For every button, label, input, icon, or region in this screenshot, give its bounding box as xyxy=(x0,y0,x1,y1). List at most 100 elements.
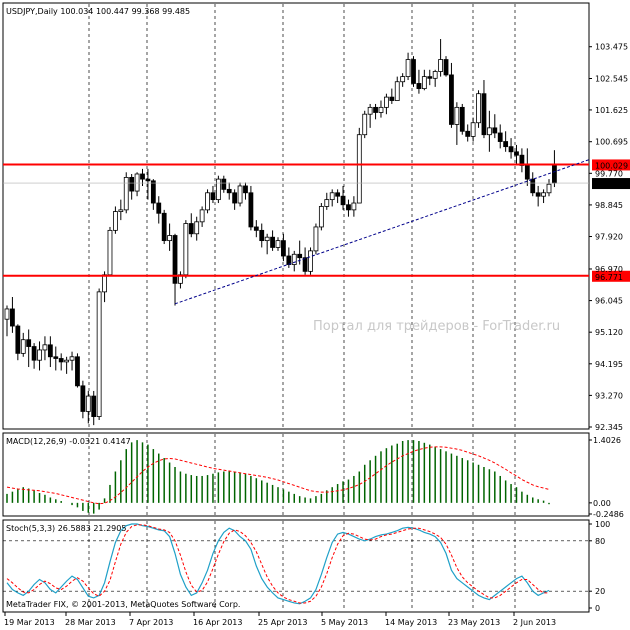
trendline-segment xyxy=(174,159,590,305)
candle-body-down xyxy=(465,130,471,137)
stoch-title: Stoch(5,3,3) 26.5883 21.2905 xyxy=(6,524,126,533)
candle-body-down xyxy=(243,185,248,194)
stoch-axis-label: 80 xyxy=(595,537,605,546)
time-axis-label: 16 Apr 2013 xyxy=(193,618,242,627)
price-axis-label: 96.970 xyxy=(595,265,623,274)
price-panel-frame xyxy=(2,2,590,430)
time-axis-label: 7 Apr 2013 xyxy=(129,618,173,627)
candle-body-up xyxy=(96,291,102,417)
price-axis: 103.475 102.545 101.625 100.695 99.770 98.845… xyxy=(589,43,628,432)
candle-body-down xyxy=(53,356,59,359)
candle-body-down xyxy=(459,106,465,132)
candle-body-down xyxy=(373,106,378,113)
candlestick-series xyxy=(4,39,557,426)
candle-body-down xyxy=(297,253,303,259)
horizontal-price-lines[interactable]: 100.029 96.771 99.485 xyxy=(3,159,630,282)
candle-body-up xyxy=(237,185,243,204)
candle-body-down xyxy=(75,356,80,387)
macd-axis-label: 0.00 xyxy=(593,499,611,508)
candle-body-up xyxy=(69,356,75,361)
candle-body-up xyxy=(356,134,362,204)
stoch-axis-label: 20 xyxy=(595,587,605,596)
candle-body-down xyxy=(58,358,64,363)
price-line-label-bg xyxy=(592,159,630,171)
time-axis-label: 19 Mar 2013 xyxy=(4,618,55,627)
price-axis-label: 102.545 xyxy=(595,74,628,83)
price-panel[interactable]: 100.029 96.771 99.485 103.475 102.545 101.62… xyxy=(2,2,630,432)
macd-axis-label: -0.2486 xyxy=(593,510,624,519)
price-axis-label: 96.045 xyxy=(595,297,623,306)
price-line-label: 100.029 xyxy=(595,161,628,170)
candle-body-down xyxy=(281,240,286,257)
candle-body-up xyxy=(324,199,330,207)
candle-body-up xyxy=(438,59,444,72)
candle-body-down xyxy=(411,59,416,84)
price-axis-label: 103.475 xyxy=(595,43,628,52)
candle-body-up xyxy=(421,76,427,89)
candle-body-down xyxy=(416,83,422,89)
macd-axis: 1.4026 0.00 -0.2486 xyxy=(589,436,624,519)
candle-body-up xyxy=(476,93,481,124)
candle-body-up xyxy=(362,113,368,136)
candle-body-down xyxy=(552,163,557,184)
chart-header: USDJPY,Daily 100.034 100.447 99.368 99.4… xyxy=(6,7,190,16)
candle-body-down xyxy=(427,76,433,79)
candle-body-up xyxy=(351,202,357,211)
candle-body-down xyxy=(91,395,97,417)
candle-body-down xyxy=(31,346,37,361)
candle-body-up xyxy=(102,274,107,293)
trendline[interactable] xyxy=(174,159,590,305)
macd-panel[interactable]: 1.4026 0.00 -0.2486 MACD(12,26,9) -0.0321 … xyxy=(2,432,624,519)
candle-body-up xyxy=(405,59,411,78)
candle-body-up xyxy=(291,253,297,265)
stoch-main-line xyxy=(6,523,550,605)
stoch-signal-line xyxy=(6,524,549,604)
stoch-panel[interactable]: 100 80 20 0 Stoch(5,3,3) 26.5883 21.2905 Me… xyxy=(2,519,610,613)
candle-body-up xyxy=(4,308,10,320)
candle-body-down xyxy=(221,178,227,190)
price-axis-label: 92.345 xyxy=(595,423,623,432)
candle-body-down xyxy=(156,202,162,214)
candle-body-up xyxy=(118,209,124,212)
time-axis-label: 28 Mar 2013 xyxy=(65,618,116,627)
candle-body-down xyxy=(188,223,194,235)
candle-body-down xyxy=(26,339,32,347)
candle-body-down xyxy=(508,146,514,153)
candle-body-up xyxy=(486,127,492,136)
price-axis-label: 94.195 xyxy=(595,360,623,369)
candle-body-up xyxy=(470,122,476,137)
macd-title: MACD(12,26,9) -0.0321 0.4147 xyxy=(6,437,131,446)
candle-body-up xyxy=(394,81,400,101)
candle-body-up xyxy=(313,226,319,252)
candle-body-down xyxy=(145,178,151,182)
candle-body-up xyxy=(194,221,200,235)
macd-histogram xyxy=(6,440,550,514)
candle-body-down xyxy=(492,127,498,134)
stoch-panel-frame xyxy=(2,519,590,613)
time-axis: 19 Mar 2013 28 Mar 2013 7 Apr 2013 16 Apr 2… xyxy=(4,612,556,627)
candle-body-down xyxy=(302,257,308,272)
price-axis-label: 93.270 xyxy=(595,391,623,400)
candle-body-down xyxy=(481,93,487,136)
copyright-label: MetaTrader FIX, © 2001-2013, MetaQuotes … xyxy=(6,600,240,609)
time-axis-label: 5 May 2013 xyxy=(321,618,368,627)
candle-body-down xyxy=(172,235,178,284)
time-axis-label: 23 May 2013 xyxy=(448,618,500,627)
candle-body-down xyxy=(340,195,346,206)
stoch-axis: 100 80 20 0 xyxy=(589,520,610,613)
candle-body-up xyxy=(205,192,210,211)
candle-body-up xyxy=(383,96,389,108)
stoch-axis-label: 0 xyxy=(595,604,600,613)
current-price-label-bg xyxy=(592,178,630,190)
candle-body-down xyxy=(129,177,135,192)
candle-body-up xyxy=(167,235,173,242)
candle-body-down xyxy=(346,204,351,211)
macd-signal-line xyxy=(6,446,550,505)
candle-body-down xyxy=(47,344,53,358)
candle-body-down xyxy=(443,59,449,76)
candle-body-down xyxy=(335,192,341,197)
time-axis-label: 14 May 2013 xyxy=(385,618,437,627)
time-axis-label: 25 Apr 2013 xyxy=(258,618,307,627)
